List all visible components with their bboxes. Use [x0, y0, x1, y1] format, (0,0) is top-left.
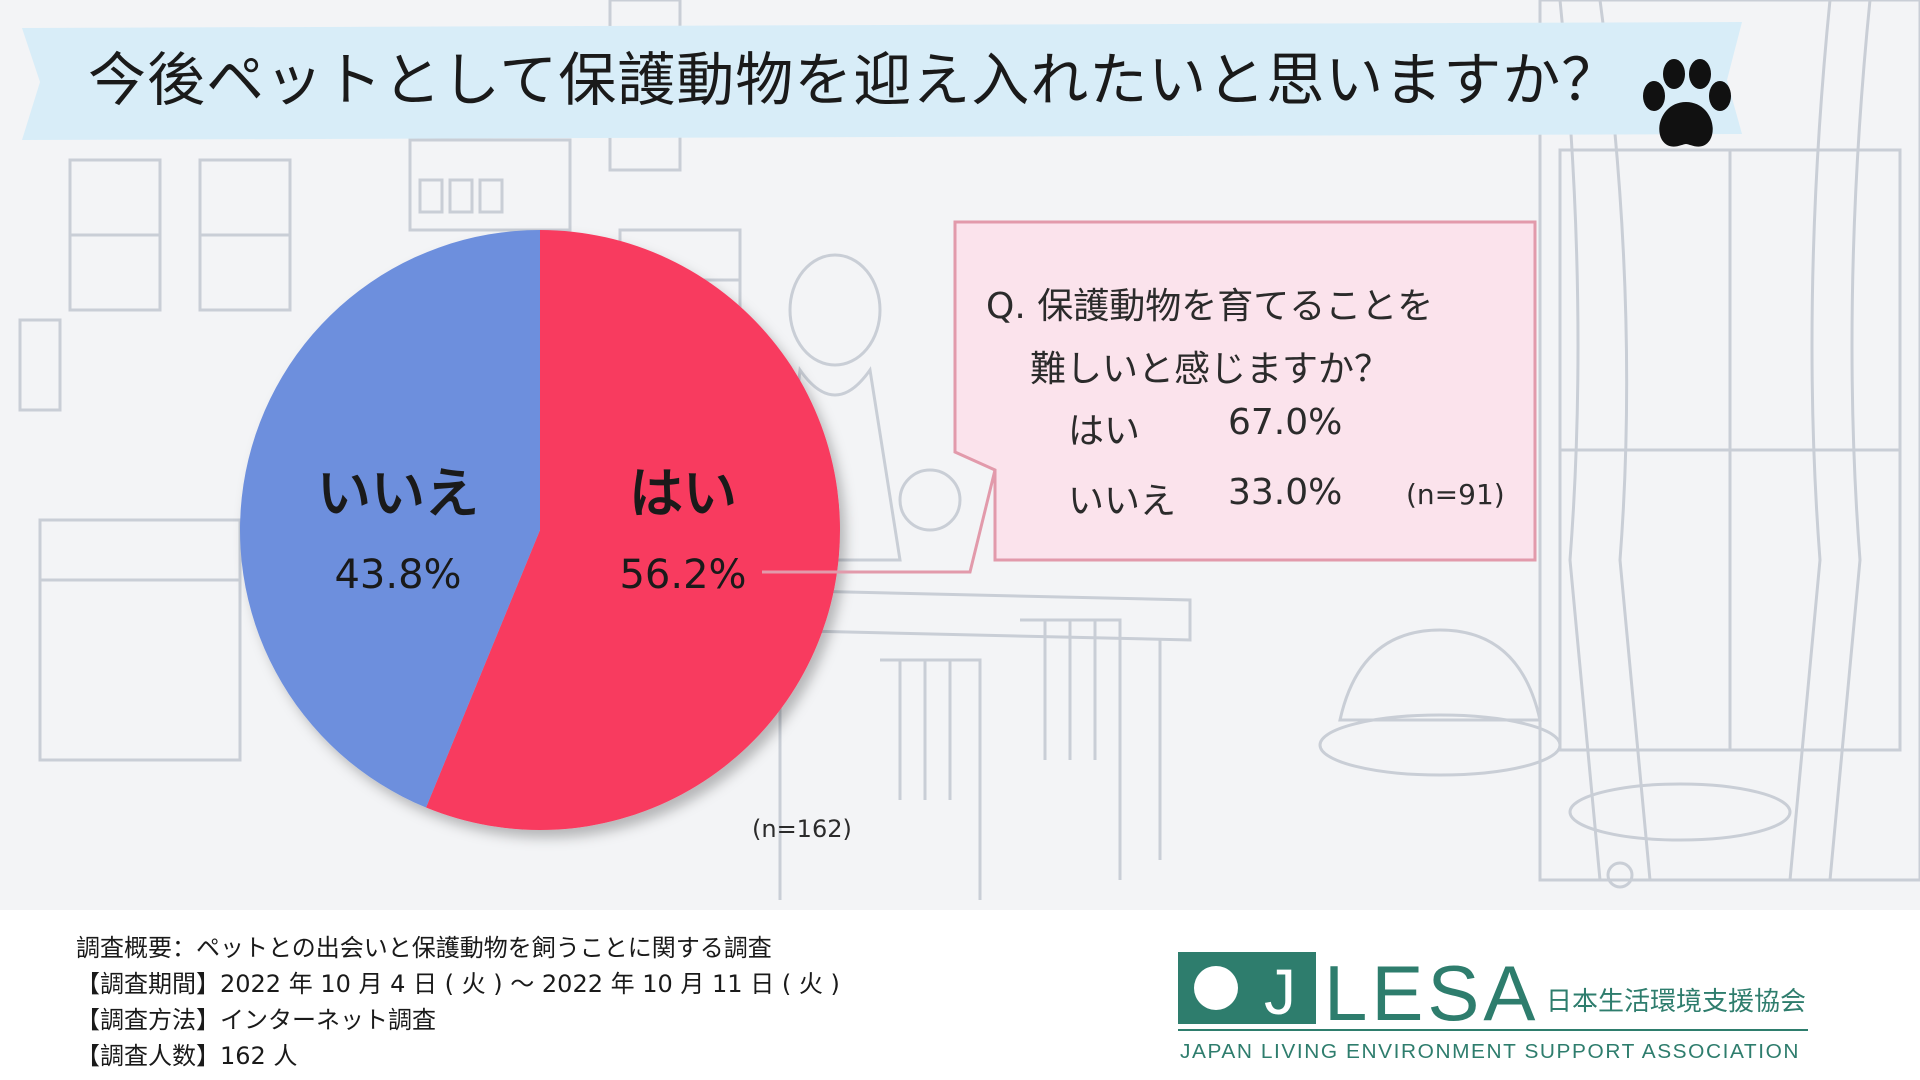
callout-question-line1: Q. 保護動物を育てることを: [986, 286, 1434, 327]
callout-no-value: 33.0%: [1228, 472, 1343, 513]
logo-english: JAPAN LIVING ENVIRONMENT SUPPORT ASSOCIA…: [1180, 1041, 1800, 1063]
pie-chart: はい 56.2% いいえ 43.8%: [240, 230, 841, 830]
survey-info: 調査概要：ペットとの出会いと保護動物を飼うことに関する調査 【調査期間】2022…: [76, 930, 840, 1074]
slice-label-no: いいえ: [317, 462, 479, 525]
survey-count: 【調査人数】162 人: [76, 1042, 298, 1070]
slice-value-no: 43.8%: [334, 552, 461, 598]
callout-box: [762, 220, 1537, 574]
callout-sample-size: (n=91): [1406, 478, 1505, 511]
callout-question-line2: 難しいと感じますか？: [1030, 349, 1391, 390]
callout-no-label: いいえ: [1068, 481, 1177, 522]
slice-value-yes: 56.2%: [619, 552, 746, 598]
logo-japanese: 日本生活環境支援協会: [1546, 987, 1806, 1017]
jlesa-logo: J LESA 日本生活環境支援協会 JAPAN LIVING ENVIRONME…: [1178, 949, 1808, 1063]
survey-method: 【調査方法】インターネット調査: [76, 1006, 436, 1034]
callout-yes-label: はい: [1068, 411, 1141, 452]
pie-sample-size: (n=162): [752, 815, 852, 843]
pie-slice-yes: [426, 230, 841, 830]
pie-slice-no: [240, 230, 541, 808]
callout-yes-value: 67.0%: [1228, 402, 1343, 443]
logo-letter: J: [1264, 956, 1296, 1028]
chart-title: 今後ペットとして保護動物を迎え入れたいと思いますか？: [88, 46, 1621, 114]
logo-name: LESA: [1324, 949, 1539, 1037]
paw-icon: [1643, 59, 1731, 147]
title-banner: [22, 22, 1742, 140]
survey-period: 【調査期間】2022 年 10 月 4 日 ( 火 ) ～ 2022 年 10 …: [76, 970, 840, 998]
survey-overview: 調査概要：ペットとの出会いと保護動物を飼うことに関する調査: [76, 934, 772, 962]
slice-label-yes: はい: [629, 462, 737, 525]
